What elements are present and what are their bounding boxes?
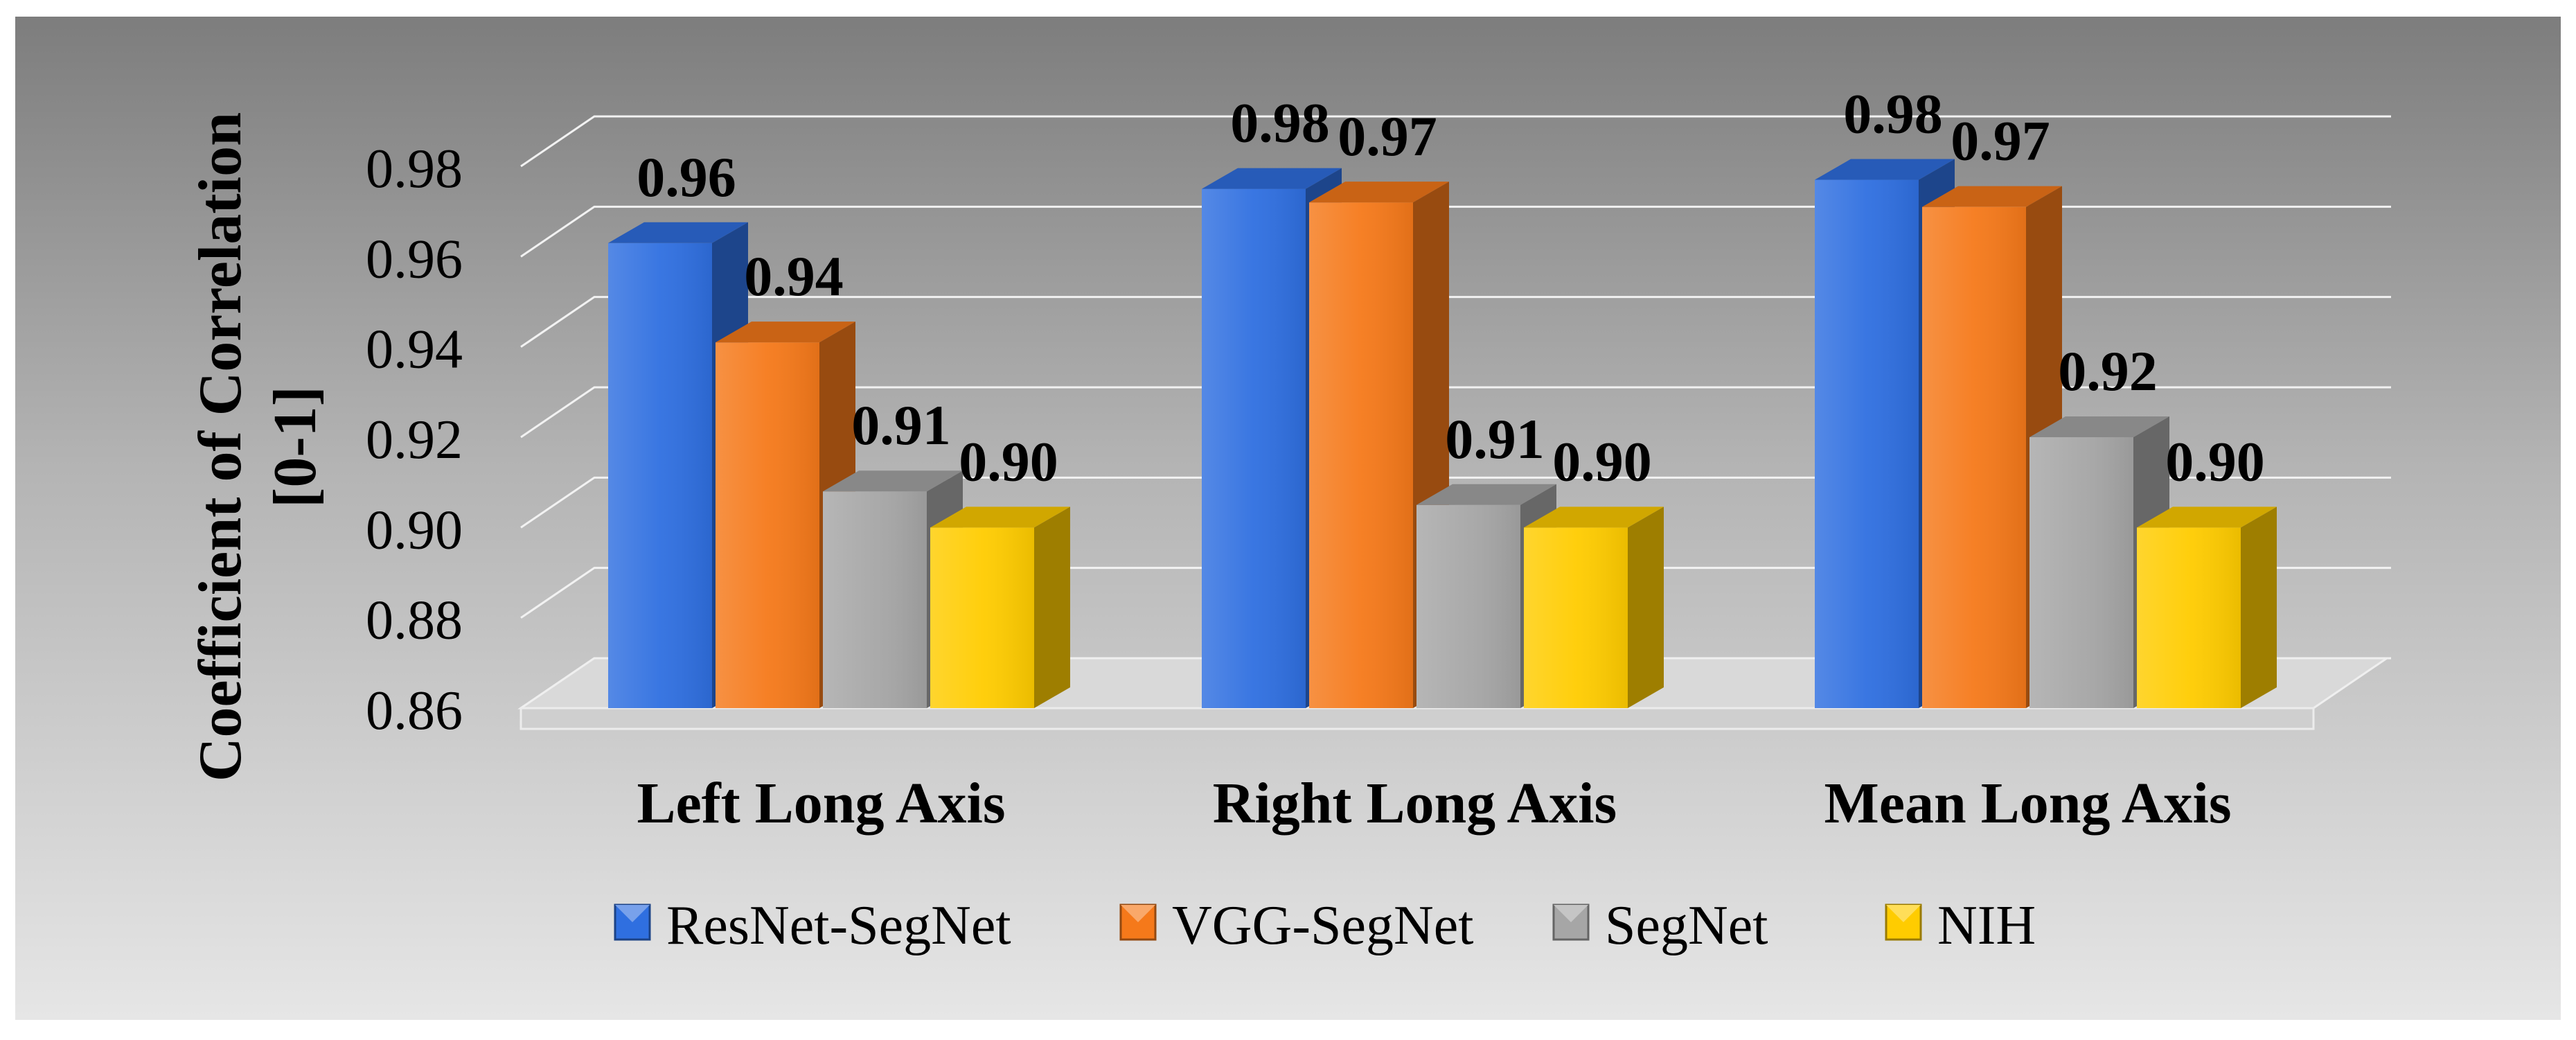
y-tick-label: 0.92 [366,409,463,470]
bar-shine [930,527,1034,708]
legend-swatch-shine [1554,905,1588,922]
data-label: 0.96 [637,146,736,209]
chart-floor-edge [519,707,2315,730]
y-tick-label: 0.96 [366,229,463,290]
gridline [520,386,2391,439]
bar-shine [716,342,819,708]
legend-item: VGG-SegNet [1119,895,1473,956]
bar-shine [2029,437,2133,708]
y-axis-label-line2: [0-1] [262,386,329,508]
data-label: 0.90 [959,430,1058,493]
bar-shine [608,243,712,708]
bar-shine [823,491,927,708]
y-tick-label: 0.98 [366,139,463,200]
legend-label: SegNet [1605,895,1768,956]
data-label: 0.98 [1843,82,1943,146]
x-tick-label: Right Long Axis [1213,771,1617,836]
data-label: 0.94 [744,245,844,308]
bar-shine [1815,179,1919,708]
bar-top [1202,168,1342,189]
bar-side [1628,506,1664,708]
gridline [520,205,2391,258]
gridline [520,567,2391,619]
bar-top [823,470,963,492]
gridline [520,476,2391,529]
bar-top [2137,506,2277,528]
bar-nih [1524,506,1664,708]
bar-shine [1524,527,1628,708]
data-label: 0.92 [2058,340,2158,403]
bar-top [1524,506,1664,528]
bar-shine [1202,188,1306,708]
data-label: 0.97 [1951,109,2050,173]
bar-top [1815,159,1955,180]
y-axis-label-line1: Coefficient of Correlation [187,112,254,782]
x-tick-label: Left Long Axis [637,771,1005,836]
bar-shine [1309,202,1413,709]
legend-label: VGG-SegNet [1172,895,1473,956]
x-tick-label: Mean Long Axis [1824,771,2231,836]
legend-item: SegNet [1552,895,1768,956]
bar-shine [1416,504,1520,708]
legend-swatch-shine [1886,905,1921,922]
bar-top [930,506,1070,528]
bar-nih [930,506,1070,708]
y-tick-label: 0.94 [366,319,463,380]
data-label: 0.90 [1552,430,1652,493]
bar-nih [2137,506,2277,708]
legend-label: NIH [1937,895,2036,956]
legend-label: ResNet-SegNet [666,895,1011,956]
bar-side [1034,506,1070,708]
data-label: 0.91 [1445,407,1545,470]
gridline [520,115,2391,168]
bar-top [2029,416,2169,437]
y-tick-label: 0.88 [366,590,463,651]
bar-top [716,321,855,343]
data-label: 0.97 [1338,105,1437,168]
y-tick-label: 0.90 [366,500,463,561]
legend-swatch-shine [1121,905,1155,922]
data-label: 0.98 [1230,91,1330,155]
data-label: 0.91 [851,394,951,457]
gridline [520,296,2391,348]
data-label: 0.90 [2165,430,2265,493]
bar-top [1416,484,1556,505]
bar-shine [2137,527,2241,708]
legend-swatch-shine [615,905,650,922]
bar-top [1309,182,1449,203]
bar-shine [1922,206,2026,708]
bar-top [1922,186,2062,207]
legend-item: NIH [1885,895,2036,956]
bar-side [2241,506,2277,708]
bar-top [608,222,748,243]
y-tick-label: 0.86 [366,680,463,741]
legend-item: ResNet-SegNet [614,895,1011,956]
